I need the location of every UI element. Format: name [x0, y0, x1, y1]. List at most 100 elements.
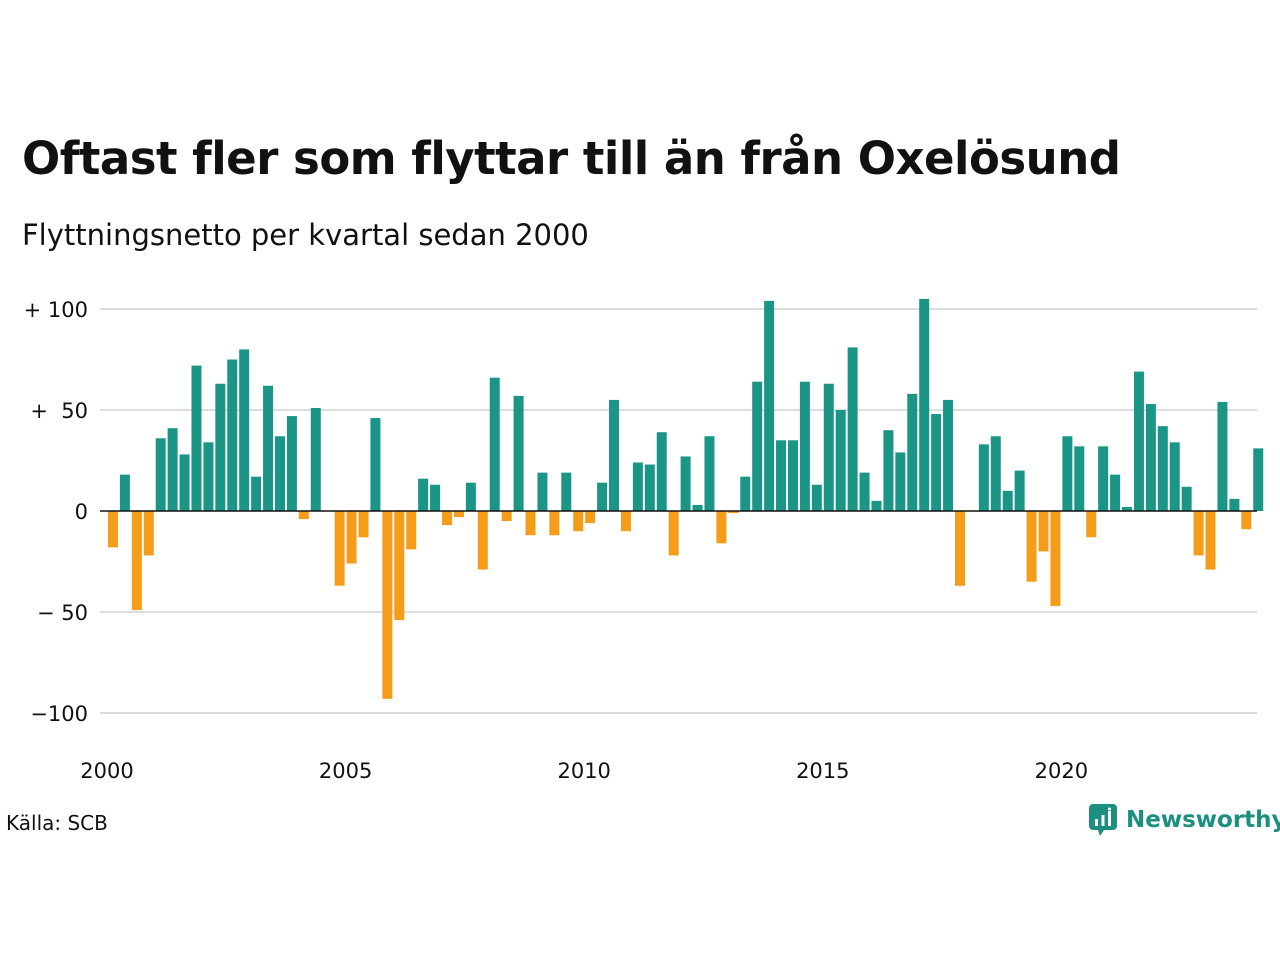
- bar: [346, 511, 357, 564]
- bar: [835, 410, 846, 511]
- bar: [752, 381, 763, 511]
- bar: [978, 444, 989, 511]
- y-axis-ticks: + 100 + 50 0 − 50 −100: [24, 298, 88, 726]
- newsworthy-logo-icon: [1089, 804, 1117, 836]
- bar: [179, 454, 190, 511]
- y-tick-label: 0: [75, 500, 88, 524]
- bar: [895, 452, 906, 511]
- bar: [1038, 511, 1049, 552]
- bar: [668, 511, 679, 556]
- bar: [453, 511, 464, 518]
- bar: [1050, 511, 1061, 606]
- bar: [1145, 403, 1156, 511]
- bar: [155, 438, 166, 511]
- bar: [465, 482, 476, 511]
- bar: [1133, 371, 1144, 511]
- bar: [549, 511, 560, 536]
- bar: [728, 511, 739, 514]
- bar: [609, 399, 620, 511]
- bar: [513, 395, 524, 511]
- brand-logo: Newsworthy: [1088, 803, 1280, 837]
- bar: [799, 381, 810, 511]
- bar: [286, 416, 297, 511]
- x-tick-label: 2000: [80, 759, 133, 783]
- bar: [656, 432, 667, 511]
- bar: [632, 462, 643, 511]
- bar: [1229, 498, 1240, 511]
- bar: [1217, 401, 1228, 511]
- bar: [561, 472, 572, 511]
- bar: [501, 511, 512, 522]
- bar: [704, 436, 715, 511]
- bar: [263, 385, 274, 511]
- bar: [990, 436, 1001, 511]
- bar: [394, 511, 405, 621]
- x-tick-label: 2020: [1035, 759, 1088, 783]
- bar: [1241, 511, 1252, 530]
- bar: [298, 511, 309, 520]
- bar: [1122, 506, 1133, 511]
- bar: [1002, 490, 1013, 511]
- bar: [1026, 511, 1037, 582]
- chart-subtitle: Flyttningsnetto per kvartal sedan 2000: [22, 218, 589, 252]
- bar: [1205, 511, 1216, 570]
- bar: [692, 504, 703, 511]
- bar: [931, 414, 942, 511]
- bar: [525, 511, 536, 536]
- bar: [1110, 474, 1121, 511]
- bar: [776, 440, 787, 511]
- bar: [764, 300, 775, 511]
- bar: [131, 511, 142, 610]
- bar: [203, 442, 214, 511]
- source-note: Källa: SCB: [6, 811, 108, 835]
- bar: [1074, 446, 1085, 511]
- bar: [585, 511, 596, 524]
- bar: [823, 383, 834, 511]
- bars: [107, 298, 1264, 699]
- x-tick-label: 2005: [319, 759, 372, 783]
- bar: [442, 511, 452, 526]
- bar: [107, 511, 118, 548]
- bar: [680, 456, 691, 511]
- bar: [871, 500, 882, 511]
- bar: [215, 383, 226, 511]
- y-tick-label: + 50: [30, 399, 88, 423]
- bar: [811, 484, 822, 511]
- bar: [1062, 436, 1073, 511]
- bar: [716, 511, 727, 544]
- bar: [1169, 442, 1180, 511]
- x-tick-label: 2015: [796, 759, 849, 783]
- bar: [143, 511, 154, 556]
- chart-title: Oftast fler som flyttar till än från Oxe…: [22, 132, 1121, 185]
- bar: [477, 511, 488, 570]
- bar: [859, 472, 870, 511]
- bar: [573, 511, 584, 532]
- brand-name: Newsworthy: [1126, 807, 1280, 833]
- bar: [227, 359, 238, 511]
- y-tick-label: −100: [30, 702, 88, 726]
- bar: [1157, 426, 1168, 511]
- bar: [620, 511, 631, 532]
- bar: [907, 393, 918, 511]
- bar: [430, 484, 441, 511]
- bar: [644, 464, 655, 511]
- bar: [597, 482, 608, 511]
- bar: [883, 430, 894, 511]
- grid-lines: [100, 308, 1257, 714]
- bar: [787, 440, 798, 511]
- bar: [382, 511, 393, 699]
- bar: [358, 511, 369, 538]
- bar: [310, 407, 321, 511]
- bar: [418, 478, 429, 511]
- bar: [1014, 470, 1025, 511]
- bar: [1253, 448, 1264, 511]
- bar: [955, 511, 965, 586]
- bar: [943, 399, 954, 511]
- bar: [191, 365, 202, 511]
- bar: [1086, 511, 1097, 538]
- bar: [370, 418, 381, 511]
- y-tick-label: + 100: [24, 298, 88, 322]
- bar: [1193, 511, 1204, 556]
- bar: [537, 472, 548, 511]
- bar: [406, 511, 417, 550]
